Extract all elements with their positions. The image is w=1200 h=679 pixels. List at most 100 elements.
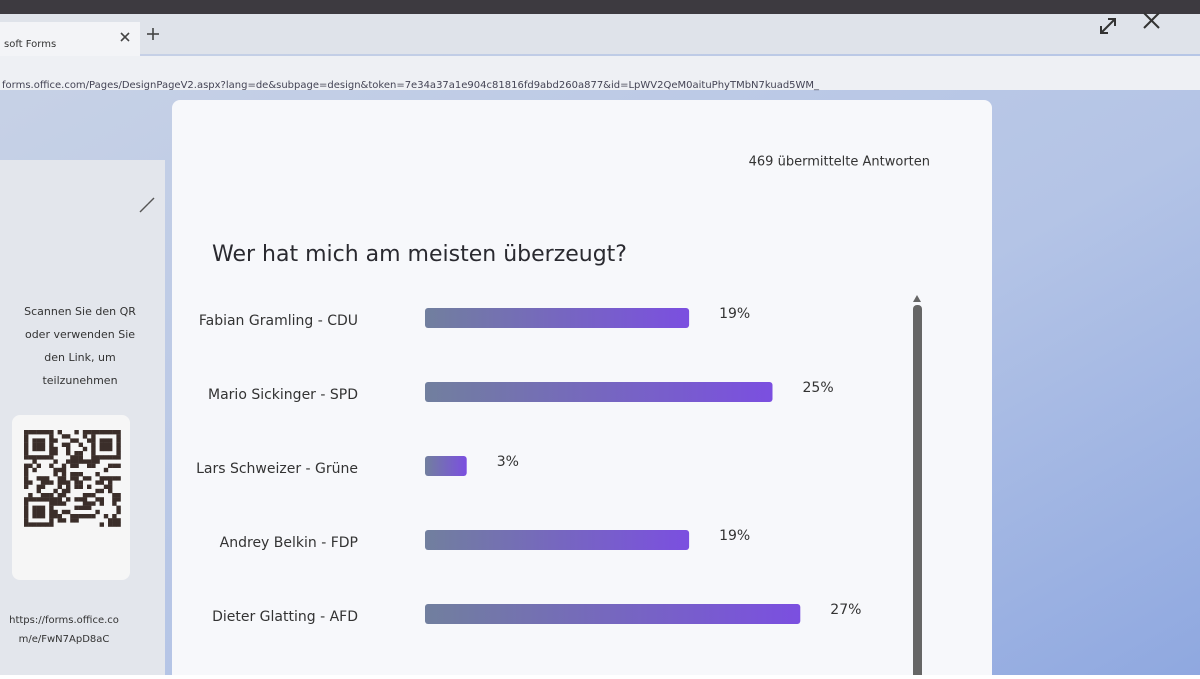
qr-module <box>24 514 29 519</box>
qr-module <box>78 480 83 485</box>
qr-module <box>28 522 33 527</box>
qr-module <box>87 505 92 510</box>
collapse-icon[interactable] <box>139 197 155 213</box>
qr-module <box>99 488 104 494</box>
qr-module <box>28 463 33 468</box>
qr-module <box>78 497 83 502</box>
qr-module <box>108 476 113 481</box>
qr-module <box>28 430 33 435</box>
qr-module <box>116 476 121 481</box>
qr-module <box>24 505 29 510</box>
address-bar[interactable] <box>0 56 1200 90</box>
qr-module <box>103 455 109 460</box>
qr-module <box>61 463 67 468</box>
qr-module <box>66 480 71 485</box>
sidebar-instructions: Scannen Sie den QR oder verwenden Sie den … <box>24 305 136 387</box>
qr-module <box>36 442 41 447</box>
qr-module <box>87 493 92 498</box>
qr-module <box>99 497 104 502</box>
new-tab[interactable] <box>147 28 159 40</box>
scrollbar[interactable] <box>913 305 922 679</box>
qr-module <box>103 514 109 519</box>
qr-module <box>66 446 71 452</box>
qr-module <box>32 505 37 510</box>
qr-module <box>57 467 62 473</box>
qr-module <box>82 446 88 452</box>
scroll-up[interactable] <box>913 295 921 302</box>
qr-module <box>74 451 79 456</box>
qr-module <box>108 455 113 460</box>
qr-module <box>112 493 117 498</box>
qr-module <box>61 518 67 523</box>
expand-button[interactable] <box>1100 18 1116 34</box>
qr-module <box>36 484 41 489</box>
qr-module <box>103 442 109 447</box>
qr-module <box>99 455 104 460</box>
qr-module <box>70 472 75 477</box>
qr-module <box>61 501 67 506</box>
qr-module <box>53 472 58 477</box>
qr-module <box>95 455 100 460</box>
qr-module <box>74 518 79 523</box>
qr-module <box>87 459 92 464</box>
qr-module <box>49 438 54 443</box>
qr-module <box>32 514 37 519</box>
instruction-line: den Link, um <box>44 351 115 364</box>
qr-module <box>78 442 83 447</box>
qr-module <box>24 518 29 523</box>
qr-module <box>53 509 58 515</box>
qr-module <box>112 518 117 523</box>
qr-module <box>112 455 117 460</box>
qr-module <box>32 430 37 435</box>
qr-module <box>49 522 54 527</box>
qr-module <box>45 455 50 460</box>
qr-module <box>40 509 46 515</box>
qr-module <box>24 476 29 481</box>
tab[interactable] <box>0 22 140 56</box>
qr-module <box>82 501 88 506</box>
qr-module <box>116 455 121 460</box>
tab-close[interactable] <box>120 32 130 42</box>
qr-module <box>24 442 29 447</box>
qr-module <box>91 434 96 439</box>
bar <box>425 308 690 328</box>
qr-module <box>91 442 96 447</box>
link-line: m/e/FwN7ApD8aC <box>19 634 110 645</box>
value-label: 19% <box>719 306 750 322</box>
qr-module <box>32 459 37 464</box>
chart-title: Wer hat mich am meisten überzeugt? <box>212 242 627 267</box>
qr-module <box>108 438 113 443</box>
qr-module <box>66 497 71 502</box>
qr-module <box>49 430 54 435</box>
qr-module <box>49 501 54 506</box>
qr-module <box>24 434 29 439</box>
qr-module <box>24 472 29 477</box>
qr-module <box>74 514 79 519</box>
qr-module <box>40 497 46 502</box>
qr-module <box>61 488 67 494</box>
qr-module <box>32 522 37 527</box>
close-button[interactable] <box>1143 12 1160 29</box>
qr-module <box>57 484 62 489</box>
qr-module <box>87 438 92 443</box>
qr-module <box>49 442 54 447</box>
qr-module <box>36 438 41 443</box>
qr-module <box>53 488 58 494</box>
qr-module <box>24 455 29 460</box>
qr-module <box>91 451 96 456</box>
qr-module <box>108 522 113 527</box>
qr-module <box>61 476 67 481</box>
qr-module <box>36 463 41 468</box>
qr-module <box>103 467 109 473</box>
qr-module <box>66 451 71 456</box>
qr-module <box>32 455 37 460</box>
qr-module <box>116 446 121 452</box>
qr-module <box>103 476 109 481</box>
qr-module <box>95 480 100 485</box>
qr-module <box>78 451 83 456</box>
value-label: 3% <box>497 454 519 470</box>
qr-module <box>116 451 121 456</box>
qr-module <box>108 442 113 447</box>
qr-module <box>70 476 75 481</box>
